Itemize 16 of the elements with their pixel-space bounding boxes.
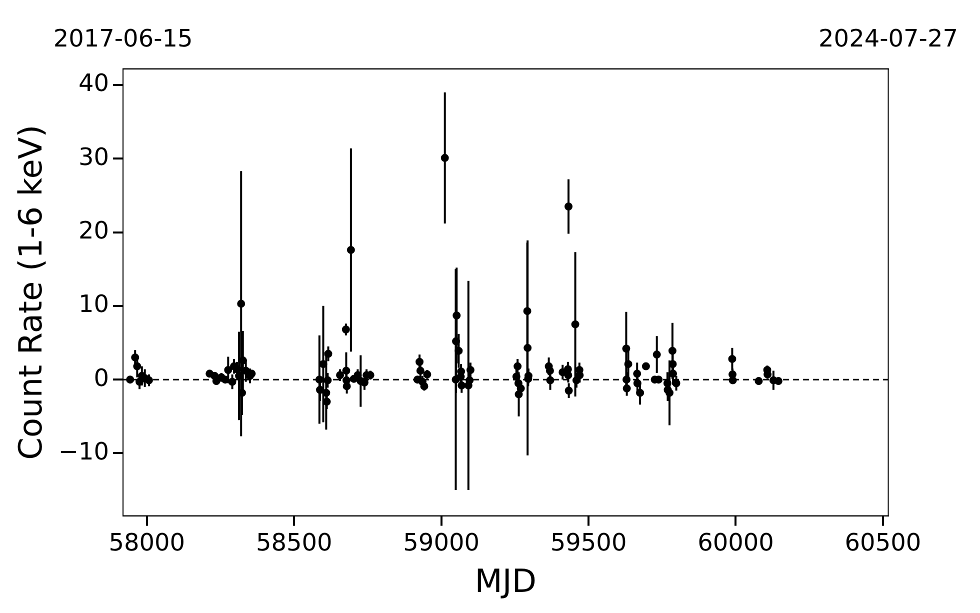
y-tick-label: 20 [78, 216, 110, 245]
y-tick-label: 40 [78, 69, 110, 98]
x-axis-title: MJD [474, 562, 536, 600]
x-tick-label: 58500 [256, 528, 332, 556]
x-tick-label: 58000 [108, 528, 186, 556]
x2-tick-label: 2017-06-15 [53, 24, 193, 53]
y-axis-title: Count Rate (1-6 keV) [12, 124, 50, 460]
y-tick-label: 30 [78, 142, 110, 171]
x-tick-label: 59000 [403, 528, 480, 556]
y-tick-label: 10 [78, 290, 110, 318]
y-tick-label: 0 [94, 364, 110, 392]
x-tick-label: 59500 [550, 528, 627, 556]
x-tick-label: 60500 [844, 528, 922, 556]
y-tick-label: −10 [58, 437, 110, 466]
x2-tick-label: 2024-07-27 [818, 24, 958, 53]
x-tick-label: 60000 [698, 528, 774, 556]
